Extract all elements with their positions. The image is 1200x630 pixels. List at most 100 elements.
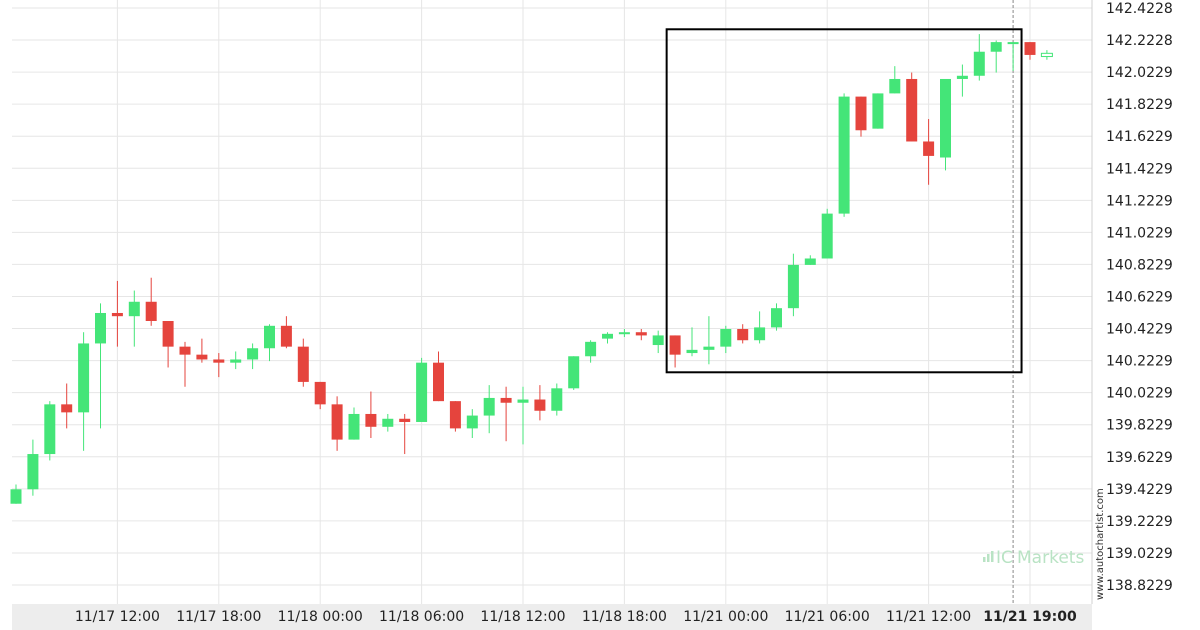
- candle: [10, 484, 22, 504]
- candle-body: [973, 51, 985, 76]
- x-tick-label: 11/18 18:00: [582, 609, 667, 625]
- candle-body: [602, 333, 613, 339]
- candle: [838, 93, 850, 217]
- candle-body: [618, 332, 630, 335]
- y-tick-label: 140.2229: [1106, 354, 1173, 370]
- candle: [517, 386, 529, 445]
- x-tick-label: 11/18 06:00: [379, 609, 464, 625]
- candle: [940, 78, 951, 171]
- y-tick-label: 139.4229: [1106, 482, 1173, 498]
- x-tick-label: 11/17 18:00: [176, 609, 261, 625]
- candle-body: [264, 325, 275, 349]
- y-tick-label: 139.6229: [1106, 450, 1173, 466]
- candle-body: [297, 346, 309, 382]
- candle: [331, 396, 343, 451]
- candle: [669, 335, 681, 368]
- candle: [247, 343, 259, 370]
- candle: [27, 439, 39, 496]
- candle: [500, 386, 512, 442]
- candle: [703, 316, 715, 365]
- candle: [382, 413, 394, 432]
- candle: [804, 255, 816, 265]
- candle: [162, 320, 174, 368]
- candle-body: [771, 308, 782, 328]
- candle: [720, 325, 732, 354]
- candle: [196, 338, 208, 363]
- watermark-prefix: IC: [996, 548, 1013, 568]
- candle: [280, 316, 292, 349]
- candle-body: [669, 335, 681, 355]
- x-tick-label: 11/18 12:00: [480, 609, 565, 625]
- candle-body: [1040, 52, 1053, 58]
- candle-body: [703, 346, 715, 350]
- candle-body: [280, 325, 292, 347]
- candle: [230, 351, 242, 370]
- candle: [551, 383, 563, 416]
- candle-body: [551, 388, 563, 411]
- autochartist-url: www.autochartist.com: [1095, 488, 1106, 600]
- candle-body: [821, 213, 833, 259]
- candle: [264, 324, 275, 362]
- candle-body: [416, 362, 428, 422]
- candle-body: [652, 335, 664, 346]
- candle: [1007, 42, 1019, 71]
- candle: [365, 391, 377, 439]
- y-tick-label: 141.4229: [1106, 161, 1173, 177]
- y-tick-label: 139.8229: [1106, 418, 1173, 434]
- candle: [889, 66, 901, 94]
- x-tick-label: 11/21 06:00: [785, 609, 870, 625]
- candle-body: [95, 312, 106, 344]
- x-axis-band: [12, 604, 1092, 630]
- candle-body: [314, 381, 326, 405]
- candle: [686, 327, 698, 357]
- y-tick-label: 140.6229: [1106, 289, 1173, 305]
- candle-body: [365, 413, 377, 427]
- candle-body: [27, 454, 39, 490]
- candle-body: [720, 329, 732, 347]
- candle-body: [956, 75, 968, 79]
- y-tick-label: 138.8229: [1106, 578, 1173, 594]
- candle: [855, 96, 867, 137]
- candle: [78, 332, 90, 451]
- candle-body: [906, 78, 918, 142]
- x-axis: 11/17 12:00 11/17 18:00 11/18 00:00 11/18 0…: [75, 609, 1077, 625]
- candle: [348, 407, 360, 440]
- candle: [635, 329, 647, 341]
- candle-body: [804, 258, 816, 265]
- y-tick-label: 139.0229: [1106, 546, 1173, 562]
- candle: [602, 332, 613, 344]
- candle: [618, 329, 630, 338]
- y-tick-label: 142.4228: [1106, 1, 1173, 17]
- candle-body: [466, 415, 478, 429]
- candle-body: [534, 399, 546, 411]
- candle: [956, 64, 968, 97]
- candle-body: [162, 320, 174, 347]
- candle-body: [483, 397, 495, 416]
- candle-body: [838, 96, 850, 214]
- candle-body: [500, 397, 512, 403]
- candle: [923, 119, 935, 185]
- candle-body: [855, 96, 867, 131]
- candle: [297, 338, 309, 387]
- candle-body: [990, 42, 1002, 52]
- candle: [466, 409, 478, 439]
- candle: [787, 253, 799, 317]
- candle-body: [1024, 42, 1036, 55]
- candle-body: [923, 141, 935, 156]
- y-tick-label: 142.2228: [1106, 33, 1173, 49]
- ic-markets-bars-icon: [983, 551, 994, 562]
- x-tick-label: 11/18 00:00: [278, 609, 363, 625]
- candle-body: [247, 348, 259, 360]
- candle-body: [754, 327, 766, 341]
- x-tick-label: 11/21 19:00: [983, 609, 1077, 625]
- candle-body: [128, 301, 140, 317]
- candle-body: [44, 404, 56, 455]
- candle: [416, 357, 428, 422]
- candle-body: [635, 332, 647, 336]
- x-tick-label: 11/21 12:00: [886, 609, 971, 625]
- candle: [652, 330, 664, 354]
- watermark-text: Markets: [1017, 548, 1084, 568]
- candle-body: [10, 489, 22, 504]
- candle: [771, 303, 782, 331]
